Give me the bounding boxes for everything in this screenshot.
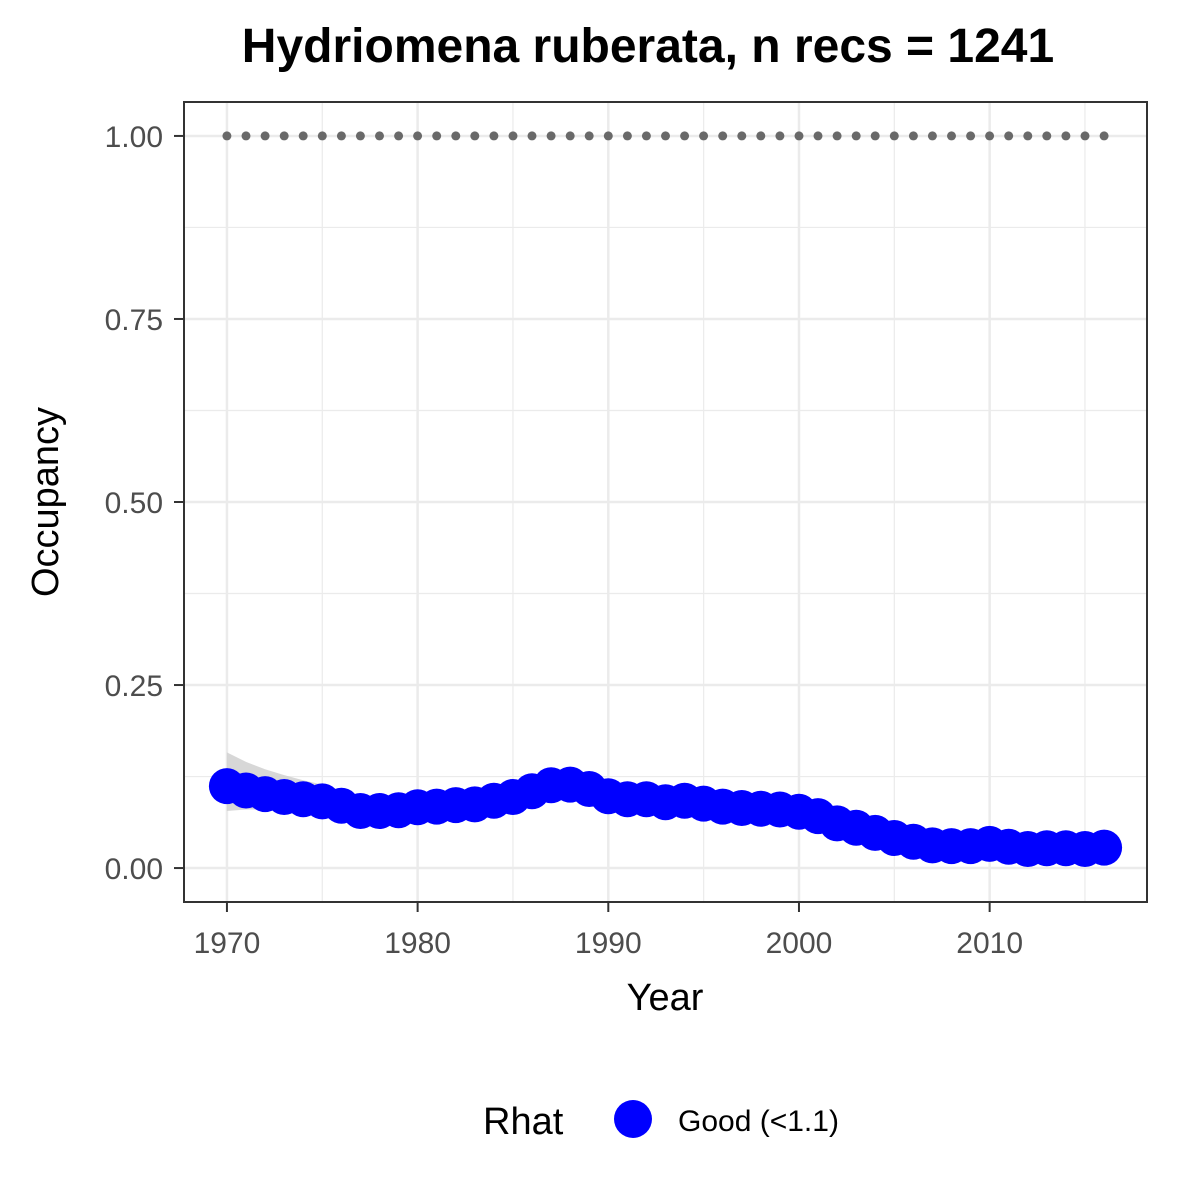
chart-title: Hydriomena ruberata, n recs = 1241	[242, 20, 1054, 73]
reference-point	[1061, 131, 1071, 141]
reference-point	[641, 131, 651, 141]
reference-point	[1004, 131, 1014, 141]
reference-point	[298, 131, 308, 141]
reference-point	[508, 131, 518, 141]
y-tick-label: 0.00	[105, 853, 163, 886]
y-axis: 0.00 0.25 0.50 0.75 1.00	[105, 121, 184, 886]
reference-point	[813, 131, 823, 141]
reference-point	[375, 131, 384, 141]
reference-point	[756, 131, 766, 141]
reference-point	[851, 131, 861, 141]
reference-point	[966, 131, 976, 141]
y-axis-title: Occupancy	[25, 407, 67, 597]
reference-point	[546, 131, 556, 141]
occupancy-point	[1086, 829, 1123, 866]
reference-point	[565, 131, 575, 141]
grid	[185, 103, 1146, 901]
x-tick-label: 1980	[384, 927, 451, 960]
reference-point	[985, 131, 995, 141]
y-tick-label: 1.00	[105, 121, 163, 154]
reference-point	[794, 131, 804, 141]
reference-points-layer	[222, 131, 1109, 141]
reference-point	[718, 131, 728, 141]
x-tick-label: 1990	[575, 927, 642, 960]
y-tick-label: 0.25	[105, 670, 163, 703]
reference-point	[737, 131, 747, 141]
reference-point	[889, 131, 899, 141]
x-tick-label: 2000	[766, 927, 833, 960]
reference-point	[622, 131, 632, 141]
reference-point	[317, 131, 327, 141]
reference-point	[775, 131, 785, 141]
reference-point	[947, 131, 956, 141]
reference-point	[699, 131, 709, 141]
reference-point	[413, 131, 423, 141]
reference-point	[527, 131, 537, 141]
reference-point	[489, 131, 499, 141]
reference-point	[1042, 131, 1052, 141]
reference-point	[260, 131, 270, 141]
reference-point	[870, 131, 880, 141]
x-tick-label: 2010	[956, 927, 1023, 960]
reference-point	[470, 131, 480, 141]
reference-point	[451, 131, 461, 141]
reference-point	[394, 131, 404, 141]
y-tick-label: 0.50	[105, 487, 163, 520]
x-tick-label: 1970	[194, 927, 261, 960]
reference-point	[927, 131, 937, 141]
reference-point	[336, 131, 346, 141]
x-axis-title: Year	[627, 977, 704, 1019]
legend-label-good: Good (<1.1)	[678, 1105, 839, 1138]
occupancy-points-layer	[208, 766, 1123, 867]
y-tick-label: 0.75	[105, 304, 163, 337]
reference-point	[432, 131, 442, 141]
reference-point	[355, 131, 365, 141]
reference-point	[603, 131, 613, 141]
reference-point	[584, 131, 594, 141]
reference-point	[1099, 131, 1109, 141]
reference-point	[1080, 131, 1090, 141]
legend: Rhat Good (<1.1)	[483, 1100, 839, 1143]
legend-title: Rhat	[483, 1101, 564, 1143]
reference-point	[279, 131, 289, 141]
reference-point	[1023, 131, 1033, 141]
reference-point	[241, 131, 251, 141]
reference-point	[680, 131, 690, 141]
reference-point	[832, 131, 842, 141]
reference-point	[661, 131, 670, 141]
legend-key-good	[614, 1100, 652, 1138]
x-axis: 1970 1980 1990 2000 2010	[194, 902, 1023, 960]
reference-point	[222, 131, 232, 141]
reference-point	[908, 131, 918, 141]
